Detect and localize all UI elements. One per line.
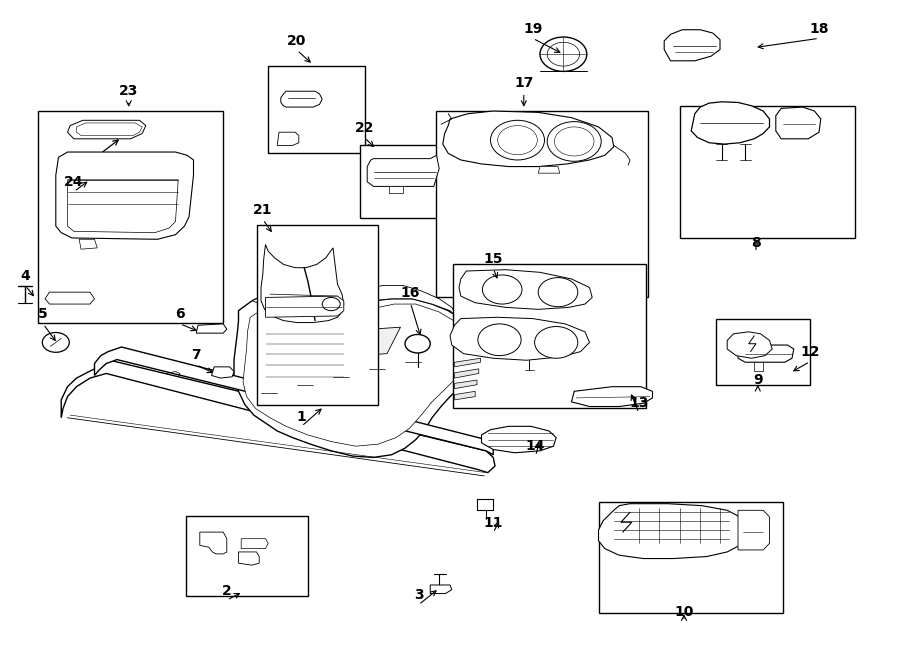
Polygon shape [56,152,194,239]
Circle shape [478,324,521,356]
Bar [256,225,378,405]
Polygon shape [61,360,495,473]
Circle shape [535,327,578,358]
Circle shape [547,122,601,161]
Text: 5: 5 [39,307,48,321]
Polygon shape [738,345,794,362]
Circle shape [322,297,340,311]
Polygon shape [454,369,479,378]
Text: 6: 6 [176,307,184,321]
Polygon shape [482,426,556,453]
Text: 19: 19 [523,22,543,36]
Polygon shape [238,552,259,565]
Circle shape [405,334,430,353]
Polygon shape [281,334,342,362]
Polygon shape [212,367,234,378]
Polygon shape [243,303,475,446]
Polygon shape [261,245,344,323]
Polygon shape [430,585,452,594]
Text: 14: 14 [526,440,545,453]
Polygon shape [79,239,97,249]
Polygon shape [776,107,821,139]
Polygon shape [664,30,720,61]
Circle shape [42,332,69,352]
Text: 22: 22 [355,121,374,135]
Bar [360,145,448,218]
Polygon shape [196,324,227,333]
Polygon shape [459,270,592,309]
Circle shape [538,278,578,307]
Polygon shape [727,332,772,358]
Text: 8: 8 [752,236,760,250]
Polygon shape [443,111,614,167]
Text: 13: 13 [629,397,649,410]
Polygon shape [454,380,477,389]
Polygon shape [266,296,344,317]
Circle shape [547,42,580,66]
Polygon shape [538,167,560,173]
Bar [268,66,364,153]
Text: 23: 23 [119,84,139,98]
Bar [716,319,810,385]
Polygon shape [277,132,299,145]
Text: 7: 7 [192,348,201,362]
Text: 11: 11 [483,516,503,530]
Circle shape [554,127,594,156]
Polygon shape [76,123,142,136]
Polygon shape [738,510,770,550]
Polygon shape [94,347,493,455]
Text: 3: 3 [414,588,423,602]
Circle shape [491,120,544,160]
Polygon shape [572,387,652,407]
Bar [598,502,783,613]
Bar [436,111,648,297]
Text: 18: 18 [809,22,829,36]
Polygon shape [68,180,178,233]
Polygon shape [234,292,486,457]
Bar [38,111,223,323]
Circle shape [482,275,522,304]
Polygon shape [252,286,457,317]
Polygon shape [367,155,439,186]
Text: 9: 9 [753,373,762,387]
Bar [680,106,855,238]
Polygon shape [454,391,475,400]
Polygon shape [281,91,322,107]
Polygon shape [241,539,268,549]
Polygon shape [454,358,481,367]
Text: 21: 21 [253,203,273,217]
Polygon shape [754,362,763,371]
Polygon shape [598,504,745,559]
Bar [453,264,646,408]
Polygon shape [389,186,403,193]
Polygon shape [691,102,770,144]
Text: 12: 12 [800,345,820,359]
Text: 16: 16 [400,286,420,300]
Polygon shape [68,120,146,139]
Text: 10: 10 [674,605,694,619]
Text: 24: 24 [64,175,84,189]
Polygon shape [338,327,400,357]
Bar [186,516,308,596]
Polygon shape [450,317,590,360]
Polygon shape [45,292,94,304]
Text: 17: 17 [514,76,534,90]
Circle shape [540,37,587,71]
Text: 2: 2 [222,584,231,598]
Text: 1: 1 [297,410,306,424]
Polygon shape [200,532,227,554]
Circle shape [498,126,537,155]
Text: 4: 4 [21,269,30,283]
Text: 15: 15 [483,252,503,266]
Text: 20: 20 [287,34,307,48]
